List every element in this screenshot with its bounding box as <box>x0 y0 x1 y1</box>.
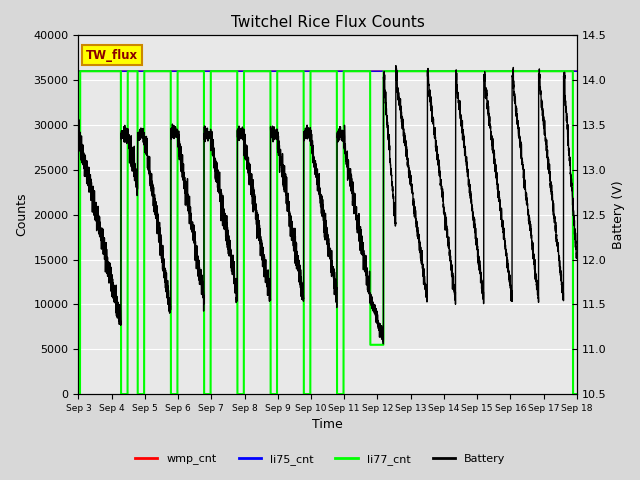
Text: TW_flux: TW_flux <box>86 48 138 61</box>
Title: Twitchel Rice Flux Counts: Twitchel Rice Flux Counts <box>230 15 424 30</box>
Y-axis label: Counts: Counts <box>15 193 28 237</box>
X-axis label: Time: Time <box>312 419 343 432</box>
Legend: wmp_cnt, li75_cnt, li77_cnt, Battery: wmp_cnt, li75_cnt, li77_cnt, Battery <box>131 450 509 469</box>
Y-axis label: Battery (V): Battery (V) <box>612 180 625 249</box>
